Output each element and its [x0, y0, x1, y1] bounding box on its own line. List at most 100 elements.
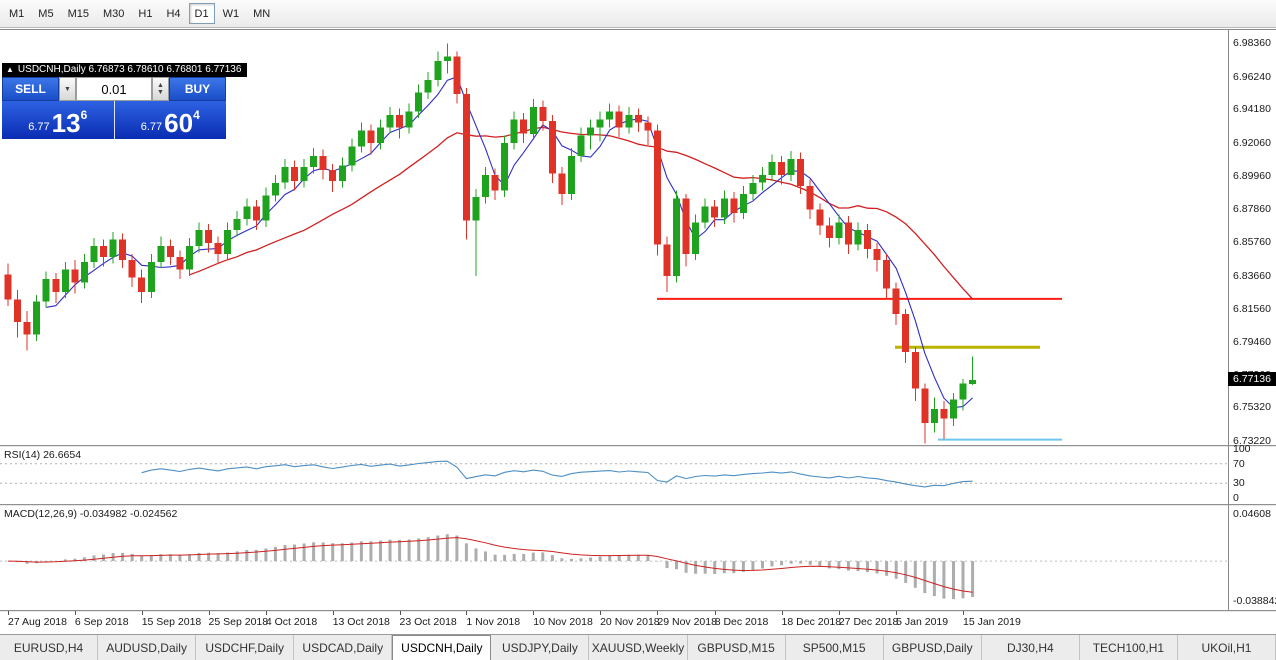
chart-tab-gbpusd[interactable]: GBPUSD,M15 — [687, 635, 786, 660]
date-axis-splitter — [0, 610, 1276, 612]
price-axis-label: 6.75320 — [1233, 401, 1271, 414]
chart-tab-usdchf[interactable]: USDCHF,Daily — [196, 635, 295, 660]
current-price-tag: 6.77136 — [1228, 371, 1276, 386]
timeframe-button-m30[interactable]: M30 — [97, 3, 130, 24]
date-axis-label: 1 Nov 2018 — [466, 616, 521, 628]
chart-tab-tech100[interactable]: TECH100,H1 — [1079, 635, 1178, 660]
date-axis-tick — [332, 611, 334, 615]
date-axis-tick — [600, 611, 602, 615]
rsi-indicator-pane[interactable] — [0, 447, 1228, 503]
price-axis-label: 6.89960 — [1233, 170, 1271, 183]
macd-pane-splitter[interactable] — [0, 504, 1276, 506]
timeframe-button-d1[interactable]: D1 — [188, 3, 215, 24]
sell-price-prefix: 6.77 — [28, 121, 50, 133]
symbol-ohlc-text: USDCNH,Daily 6.76873 6.78610 6.76801 6.7… — [17, 64, 242, 75]
macd-axis-label: -0.038842 — [1233, 594, 1276, 607]
timeframe-button-h4[interactable]: H4 — [160, 3, 186, 24]
date-axis-label: 15 Jan 2019 — [963, 616, 1021, 628]
rsi-axis-label: 0 — [1233, 492, 1239, 504]
date-axis-label: 29 Nov 2018 — [657, 616, 717, 628]
timeframe-button-w1[interactable]: W1 — [217, 3, 246, 24]
date-axis-label: 4 Oct 2018 — [265, 616, 318, 628]
chart-tab-gbpusd[interactable]: GBPUSD,Daily — [883, 635, 982, 660]
timeframe-button-m5[interactable]: M5 — [32, 3, 59, 24]
date-axis-label: 13 Oct 2018 — [332, 616, 390, 628]
lot-size-input[interactable]: 0.01 — [76, 77, 152, 101]
chevron-down-icon: ▼ — [64, 85, 71, 93]
chevron-down-icon: ▼ — [157, 89, 164, 96]
chart-tab-usdcnh[interactable]: USDCNH,Daily — [392, 635, 492, 660]
date-axis-tick — [963, 611, 964, 615]
date-axis-tick — [657, 611, 659, 615]
timeframe-button-h1[interactable]: H1 — [132, 3, 158, 24]
buy-price-big: 60 — [164, 108, 194, 138]
date-axis-tick — [896, 611, 898, 615]
sell-price-sup: 6 — [80, 108, 88, 122]
chart-tab-xauusd[interactable]: XAUUSD,Weekly — [589, 635, 688, 660]
price-chart-pane[interactable] — [0, 31, 1228, 445]
price-axis-label: 6.98360 — [1233, 37, 1271, 50]
date-axis-label: 8 Dec 2018 — [714, 616, 769, 628]
timeframe-button-m1[interactable]: M1 — [3, 3, 30, 24]
date-axis-tick — [265, 611, 267, 615]
chart-tab-ukoil[interactable]: UKOil,H1 — [1177, 635, 1276, 660]
buy-price-sup: 4 — [193, 108, 200, 122]
rsi-axis-label: 70 — [1233, 457, 1245, 470]
chart-tab-sp500[interactable]: SP500,M15 — [785, 635, 884, 660]
date-axis-tick — [8, 611, 9, 615]
buy-button[interactable]: BUY — [169, 77, 226, 101]
date-axis-label: 10 Nov 2018 — [533, 616, 593, 628]
buy-price-prefix: 6.77 — [140, 121, 163, 133]
chart-tab-usdcad[interactable]: USDCAD,Daily — [294, 635, 393, 660]
rsi-axis-label: 100 — [1233, 443, 1251, 455]
price-axis-label: 6.94180 — [1233, 103, 1271, 116]
sell-price-display[interactable]: 6.77 13 6 — [2, 101, 114, 139]
price-axis-label: 6.73220 — [1233, 434, 1271, 447]
date-axis-label: 15 Sep 2018 — [141, 616, 202, 628]
macd-label: MACD(12,26,9) -0.034982 -0.024562 — [4, 508, 178, 520]
lot-stepper[interactable]: ▲ ▼ — [152, 77, 169, 101]
date-axis-tick — [533, 611, 535, 615]
price-up-arrow-icon: ▲ — [6, 64, 14, 74]
date-axis-label: 18 Dec 2018 — [781, 616, 842, 628]
chart-tab-audusd[interactable]: AUDUSD,Daily — [98, 635, 197, 660]
fast-ma-line — [46, 76, 973, 409]
price-divider — [113, 101, 115, 139]
chart-tab-usdjpy[interactable]: USDJPY,Daily — [491, 635, 590, 660]
price-axis-label: 6.79460 — [1233, 336, 1271, 349]
date-axis-label: 6 Sep 2018 — [74, 616, 129, 628]
chart-tab-eurusd[interactable]: EURUSD,H4 — [0, 635, 99, 660]
chevron-up-icon: ▲ — [157, 82, 164, 89]
rsi-axis-label: 30 — [1233, 477, 1245, 490]
date-axis-tick — [141, 611, 143, 615]
macd-signal-line — [7, 537, 973, 593]
bid-ask-display: 6.77 13 6 6.77 60 4 — [2, 101, 226, 139]
macd-indicator-pane[interactable] — [0, 506, 1228, 610]
date-axis-tick — [466, 611, 468, 615]
rsi-pane-splitter[interactable] — [0, 445, 1276, 447]
chart-tab-dj30[interactable]: DJ30,H4 — [981, 635, 1080, 660]
date-axis-tick — [74, 611, 76, 615]
date-axis-tick — [208, 611, 210, 615]
symbol-info-bar: ▲ USDCNH,Daily 6.76873 6.78610 6.76801 6… — [2, 63, 248, 77]
date-axis-label: 5 Jan 2019 — [896, 616, 949, 628]
date-axis-tick — [838, 611, 840, 615]
timeframe-button-mn[interactable]: MN — [247, 3, 276, 24]
price-axis-label: 6.96240 — [1233, 70, 1271, 83]
timeframe-button-m15[interactable]: M15 — [62, 3, 95, 24]
lot-dropdown-button[interactable]: ▼ — [59, 77, 76, 101]
date-axis-label: 23 Oct 2018 — [399, 616, 457, 628]
date-axis-label: 27 Dec 2018 — [838, 616, 899, 628]
sell-button[interactable]: SELL — [2, 77, 59, 101]
sell-price-big: 13 — [51, 108, 81, 138]
macd-axis-label: 0.04608 — [1233, 507, 1271, 520]
price-axis-label: 6.81560 — [1233, 302, 1271, 315]
price-axis-label: 6.85760 — [1233, 236, 1271, 249]
date-axis-tick — [399, 611, 401, 615]
buy-price-display[interactable]: 6.77 60 4 — [115, 101, 227, 139]
rsi-line — [141, 460, 973, 488]
price-axis-separator — [1228, 29, 1229, 611]
date-axis-label: 27 Aug 2018 — [8, 616, 67, 628]
timeframe-toolbar: M1 M5 M15 M30 H1 H4 D1 W1 MN — [0, 0, 1276, 28]
